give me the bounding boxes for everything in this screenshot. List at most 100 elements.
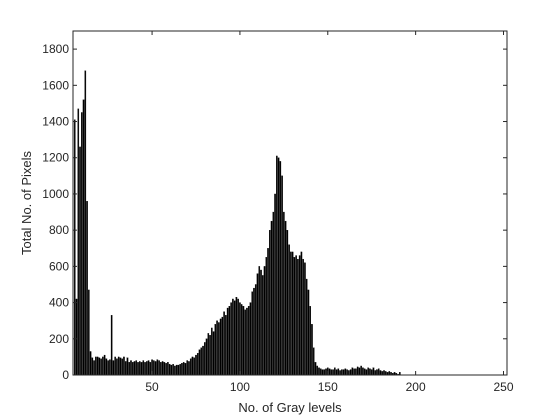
- histogram-bar: [202, 345, 204, 376]
- histogram-bar: [258, 266, 261, 376]
- histogram-bar: [216, 320, 218, 376]
- histogram-bar: [128, 362, 131, 376]
- histogram-bar: [253, 287, 255, 376]
- histogram-bar: [133, 361, 136, 376]
- histogram-bar: [209, 335, 211, 376]
- histogram-bar: [291, 251, 294, 376]
- histogram-bar: [228, 306, 231, 376]
- histogram-bar: [81, 112, 83, 376]
- histogram-bar: [261, 275, 264, 376]
- histogram-bar: [140, 362, 143, 376]
- histogram-bar: [251, 291, 254, 376]
- histogram-bar: [89, 351, 92, 376]
- histogram-bar: [191, 356, 194, 376]
- histogram-bar: [103, 354, 106, 376]
- histogram-bar: [314, 362, 317, 376]
- x-tick-label: 150: [318, 380, 338, 394]
- histogram-bar: [384, 371, 387, 376]
- histogram-bar: [353, 368, 355, 376]
- histogram-bar: [254, 284, 257, 376]
- histogram-bar: [290, 251, 292, 376]
- histogram-bar: [163, 362, 166, 376]
- histogram-bar: [135, 360, 138, 376]
- histogram-bar: [114, 356, 116, 376]
- histogram-bar: [341, 369, 343, 376]
- histogram-bar: [107, 360, 109, 376]
- histogram-bar: [131, 362, 134, 376]
- histogram-bar: [144, 362, 146, 376]
- histogram-bar: [381, 371, 384, 376]
- histogram-bar: [325, 368, 327, 376]
- histogram-bar: [267, 248, 269, 376]
- histogram-bar: [189, 358, 192, 376]
- histogram-bar: [75, 298, 78, 376]
- histogram-bar: [130, 360, 132, 376]
- plot-area: [73, 31, 507, 375]
- histogram-bar: [330, 369, 333, 376]
- histogram-bar: [318, 367, 320, 376]
- histogram-bar: [283, 211, 285, 376]
- histogram-bar: [337, 368, 340, 376]
- histogram-bar: [184, 363, 187, 376]
- x-tick-label: 250: [493, 380, 513, 394]
- histogram-bar: [123, 356, 125, 376]
- histogram-bar: [300, 251, 303, 376]
- histogram-bar: [288, 244, 290, 376]
- histogram-bar: [295, 255, 297, 376]
- histogram-bar: [170, 364, 173, 376]
- histogram-bar: [91, 357, 94, 376]
- histogram-bar: [193, 357, 196, 376]
- x-axis-title: No. of Gray levels: [238, 400, 342, 415]
- histogram-bar: [186, 360, 189, 376]
- histogram-bar: [196, 353, 199, 376]
- histogram-bar: [284, 220, 287, 376]
- histogram-bar: [161, 361, 164, 376]
- histogram-bar: [276, 155, 278, 376]
- y-tick-label: 400: [49, 296, 69, 310]
- histogram-bar: [358, 367, 361, 376]
- histogram-bar: [147, 360, 150, 376]
- histogram-bar: [379, 370, 382, 376]
- histogram-bar: [356, 366, 359, 376]
- histogram-bar: [167, 362, 169, 376]
- histogram-bar: [239, 302, 241, 376]
- histogram-bar: [156, 359, 159, 376]
- histogram-bar: [177, 364, 180, 376]
- histogram-bar: [342, 369, 345, 376]
- histogram-bar: [348, 370, 350, 376]
- histogram-bar: [335, 369, 338, 376]
- histogram-bar: [153, 360, 155, 376]
- histogram-bar: [298, 255, 301, 376]
- histogram-bar: [263, 266, 266, 376]
- histogram-bar: [168, 363, 171, 376]
- histogram-bar: [179, 363, 181, 376]
- histogram-bar: [269, 230, 271, 376]
- histogram-bar: [235, 296, 238, 376]
- histogram-bar: [274, 193, 276, 376]
- axes: [72, 30, 508, 376]
- histogram-bar: [344, 368, 347, 376]
- histogram-bar: [374, 370, 377, 376]
- histogram-bar: [124, 361, 127, 376]
- histogram-bar: [165, 363, 167, 376]
- histogram-bar: [84, 70, 87, 376]
- y-tick-label: 1400: [42, 115, 69, 129]
- histogram-bar: [195, 354, 197, 376]
- histogram-bar: [272, 211, 275, 376]
- histogram-bar: [286, 230, 289, 376]
- histogram-bar: [82, 99, 85, 376]
- y-tick-label: 1000: [42, 187, 69, 201]
- y-tick-label: 1800: [42, 42, 69, 56]
- histogram-bar: [305, 278, 308, 376]
- histogram-bar: [244, 309, 246, 376]
- histogram-bar: [270, 220, 273, 376]
- histogram-bar: [98, 357, 101, 376]
- histogram-bar: [223, 311, 225, 376]
- histogram-bar: [219, 318, 222, 376]
- axes-box: [72, 30, 508, 376]
- histogram-bar: [112, 360, 115, 376]
- histogram-bar: [119, 357, 122, 376]
- histogram-bar: [365, 369, 368, 376]
- histogram-bar: [307, 289, 310, 376]
- histogram-bar: [230, 302, 232, 376]
